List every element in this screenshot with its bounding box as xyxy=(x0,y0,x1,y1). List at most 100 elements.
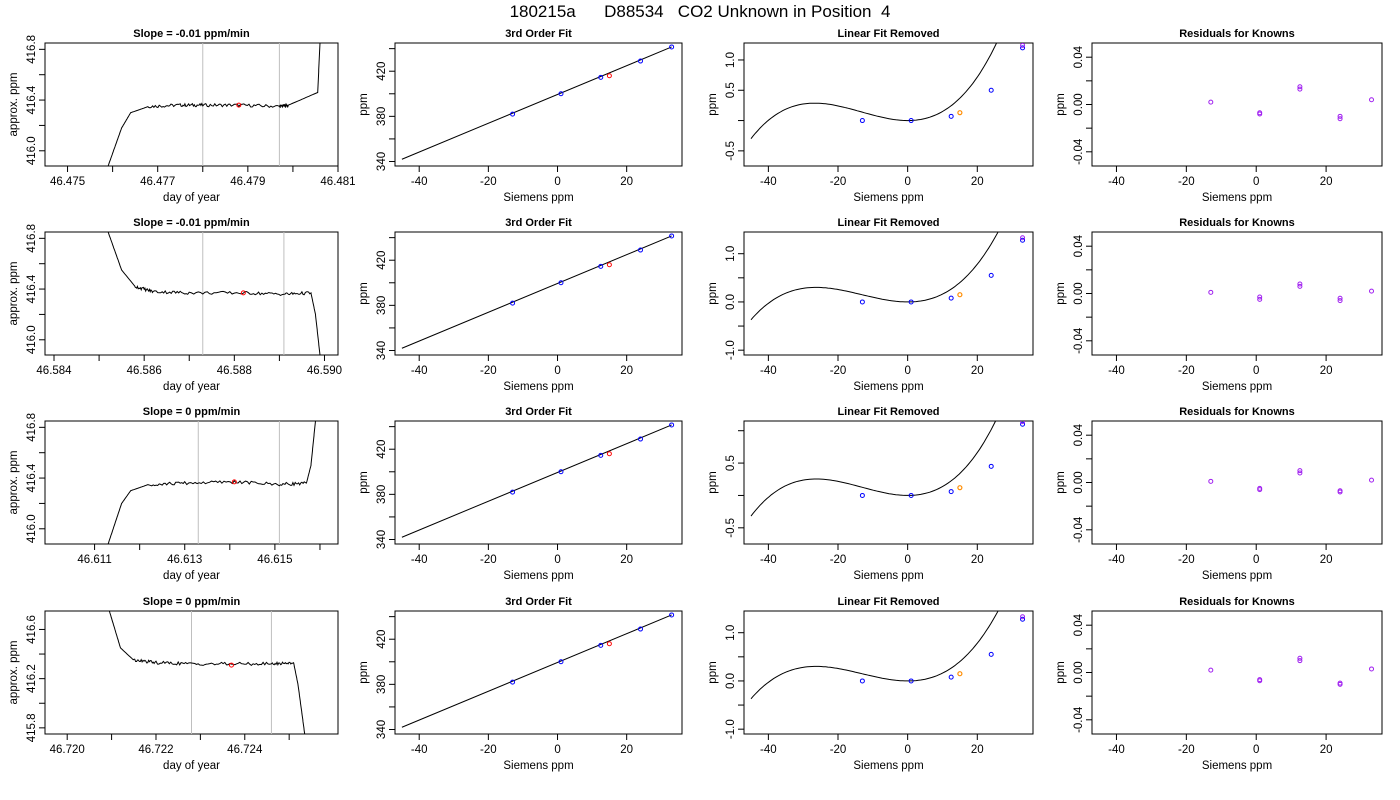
known-point xyxy=(908,299,914,305)
x-tick-label: -40 xyxy=(760,365,777,377)
residual-point xyxy=(1369,477,1375,483)
panel-title: 3rd Order Fit xyxy=(505,596,572,608)
known-point xyxy=(598,452,604,458)
x-tick-label: -40 xyxy=(760,744,777,756)
residual-point xyxy=(1208,478,1214,484)
plot-frame xyxy=(743,42,1034,167)
x-tick-label: 0 xyxy=(904,176,910,188)
x-tick-label: 0 xyxy=(1253,176,1259,188)
known-point xyxy=(510,489,516,495)
plot-frame xyxy=(394,610,683,735)
known-point xyxy=(859,492,865,498)
panel-fit-row1 xyxy=(389,42,683,172)
unknown-point xyxy=(957,671,963,677)
y-tick-label: 1.0 xyxy=(725,246,737,262)
known-point xyxy=(558,91,564,97)
y-tick-label: 0.0 xyxy=(725,673,737,689)
panel-title: Linear Fit Removed xyxy=(837,406,939,418)
y-axis-label: ppm xyxy=(358,661,370,683)
x-tick-label: 46.590 xyxy=(307,365,342,377)
known-point xyxy=(669,233,675,239)
y-tick-label: 416.4 xyxy=(26,463,38,492)
x-tick-label: 20 xyxy=(971,365,984,377)
x-tick-label: -20 xyxy=(830,554,847,566)
y-tick-label: 416.0 xyxy=(26,136,38,165)
known-point xyxy=(988,272,994,278)
y-tick-label: -1.0 xyxy=(725,340,737,360)
known-point-alt xyxy=(1020,235,1026,241)
unknown-point xyxy=(606,451,612,457)
panel-residuals-row1 xyxy=(1086,42,1383,172)
x-tick-label: 0 xyxy=(554,744,560,756)
y-tick-label: 340 xyxy=(376,720,388,739)
x-axis-label: day of year xyxy=(163,381,220,393)
residual-point xyxy=(1369,97,1375,103)
y-tick-label: 0.04 xyxy=(1073,613,1085,636)
x-tick-label: -20 xyxy=(480,365,497,377)
x-tick-label: 0 xyxy=(554,176,560,188)
average-point xyxy=(236,102,242,108)
x-tick-label: -40 xyxy=(411,365,428,377)
known-point xyxy=(908,678,914,684)
known-point xyxy=(948,674,954,680)
known-point xyxy=(638,58,644,64)
x-tick-label: 46.613 xyxy=(167,554,202,566)
x-tick-label: 46.586 xyxy=(127,365,162,377)
plot-area xyxy=(107,421,316,544)
unknown-point xyxy=(957,292,963,298)
plot-area xyxy=(1208,84,1375,122)
residual-point xyxy=(1297,658,1303,664)
y-tick-label: 380 xyxy=(376,485,388,504)
x-tick-label: 0 xyxy=(904,744,910,756)
residual-point xyxy=(1297,86,1303,92)
residual-point xyxy=(1337,295,1343,301)
x-tick-label: -20 xyxy=(830,176,847,188)
known-point xyxy=(558,659,564,665)
y-tick-label: -0.04 xyxy=(1073,516,1085,543)
known-point xyxy=(908,118,914,124)
panel-residuals-row4 xyxy=(1086,610,1383,740)
y-tick-label: 416.0 xyxy=(26,325,38,354)
panel-timeseries-row1 xyxy=(39,42,339,172)
plot-frame xyxy=(394,231,683,356)
residual-point xyxy=(1208,99,1214,105)
y-tick-label: 1.0 xyxy=(725,52,737,68)
panel-nonlinear-row1 xyxy=(738,42,1034,172)
x-tick-label: -40 xyxy=(1108,176,1125,188)
y-tick-label: 0.5 xyxy=(725,82,737,98)
residual-point xyxy=(1337,489,1343,495)
y-axis-label: ppm xyxy=(1055,93,1067,115)
y-tick-label: 0.04 xyxy=(1073,423,1085,446)
plot-area xyxy=(108,611,306,734)
known-point xyxy=(1020,237,1026,243)
panel-title: Linear Fit Removed xyxy=(837,217,939,229)
y-tick-label: 416.6 xyxy=(26,615,38,644)
x-tick-label: 0 xyxy=(1253,744,1259,756)
plot-area xyxy=(401,422,675,538)
plot-frame xyxy=(394,420,683,545)
average-point xyxy=(240,290,246,296)
y-tick-label: 0.00 xyxy=(1073,471,1085,493)
x-axis-label: day of year xyxy=(163,192,220,204)
known-point xyxy=(598,74,604,80)
x-tick-label: 20 xyxy=(620,744,633,756)
panel-fit-row3 xyxy=(389,420,683,550)
y-tick-label: 340 xyxy=(376,530,388,549)
y-axis-label: approx. ppm xyxy=(8,262,20,326)
known-point xyxy=(988,87,994,93)
panel-timeseries-row3 xyxy=(39,420,339,550)
y-tick-label: 416.2 xyxy=(26,664,38,693)
y-tick-label: 416.4 xyxy=(26,274,38,303)
x-tick-label: -40 xyxy=(760,176,777,188)
residual-point xyxy=(1297,655,1303,661)
x-tick-label: 46.477 xyxy=(140,176,175,188)
y-tick-label: 415.8 xyxy=(26,713,38,742)
residual-point xyxy=(1337,113,1343,119)
known-point xyxy=(638,626,644,632)
panel-title: Linear Fit Removed xyxy=(837,596,939,608)
x-tick-label: -40 xyxy=(760,554,777,566)
y-tick-label: 416.8 xyxy=(26,413,38,442)
y-axis-label: approx. ppm xyxy=(8,641,20,705)
y-axis-label: approx. ppm xyxy=(8,451,20,515)
